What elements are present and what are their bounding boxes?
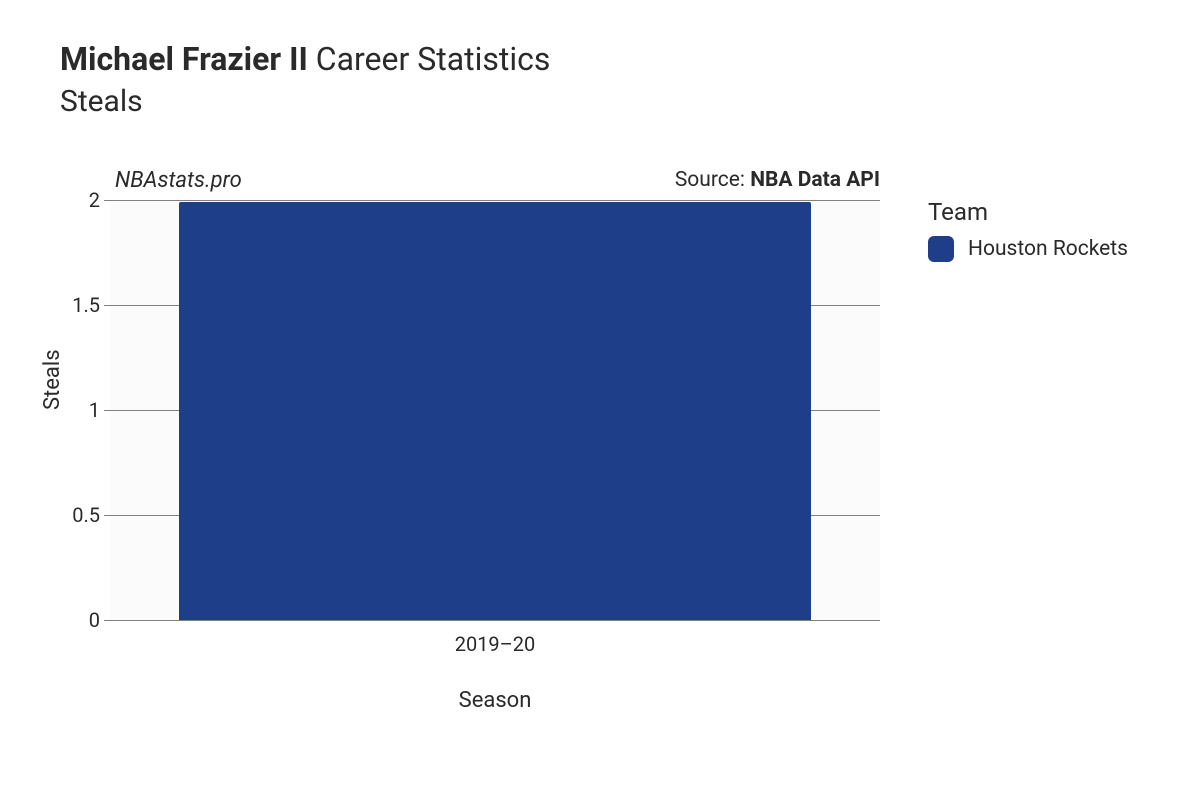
player-name: Michael Frazier II xyxy=(60,40,308,78)
y-tick-mark xyxy=(104,200,110,201)
source-name: NBA Data API xyxy=(750,168,880,192)
legend: Team Houston Rockets xyxy=(928,198,1128,262)
y-tick-label: 0 xyxy=(40,608,100,632)
watermark-text: NBAstats.pro xyxy=(115,168,242,193)
y-tick-label: 2 xyxy=(40,188,100,212)
x-tick-label: 2019–20 xyxy=(455,632,536,656)
gridline xyxy=(110,620,880,621)
y-tick-label: 0.5 xyxy=(40,503,100,527)
legend-label: Houston Rockets xyxy=(968,237,1128,261)
plot-region xyxy=(110,200,880,620)
chart-title: Michael Frazier II Career Statistics xyxy=(60,40,550,78)
source-attribution: Source: NBA Data API xyxy=(675,168,880,192)
x-axis-label: Season xyxy=(459,688,532,713)
legend-swatch xyxy=(928,236,954,262)
y-tick-label: 1.5 xyxy=(40,293,100,317)
y-tick-mark xyxy=(104,515,110,516)
gridline xyxy=(110,200,880,201)
title-suffix: Career Statistics xyxy=(308,40,551,78)
legend-title: Team xyxy=(928,198,1128,226)
chart-subtitle: Steals xyxy=(60,84,550,119)
chart-container: Michael Frazier II Career Statistics Ste… xyxy=(0,0,1200,800)
y-axis-label: Steals xyxy=(40,349,65,410)
source-prefix: Source: xyxy=(675,168,750,192)
legend-item: Houston Rockets xyxy=(928,236,1128,262)
y-tick-mark xyxy=(104,620,110,621)
title-block: Michael Frazier II Career Statistics Ste… xyxy=(60,40,550,119)
chart-area: 00.511.522019–20 xyxy=(110,200,880,620)
y-tick-mark xyxy=(104,410,110,411)
bar xyxy=(179,202,810,620)
y-tick-mark xyxy=(104,305,110,306)
